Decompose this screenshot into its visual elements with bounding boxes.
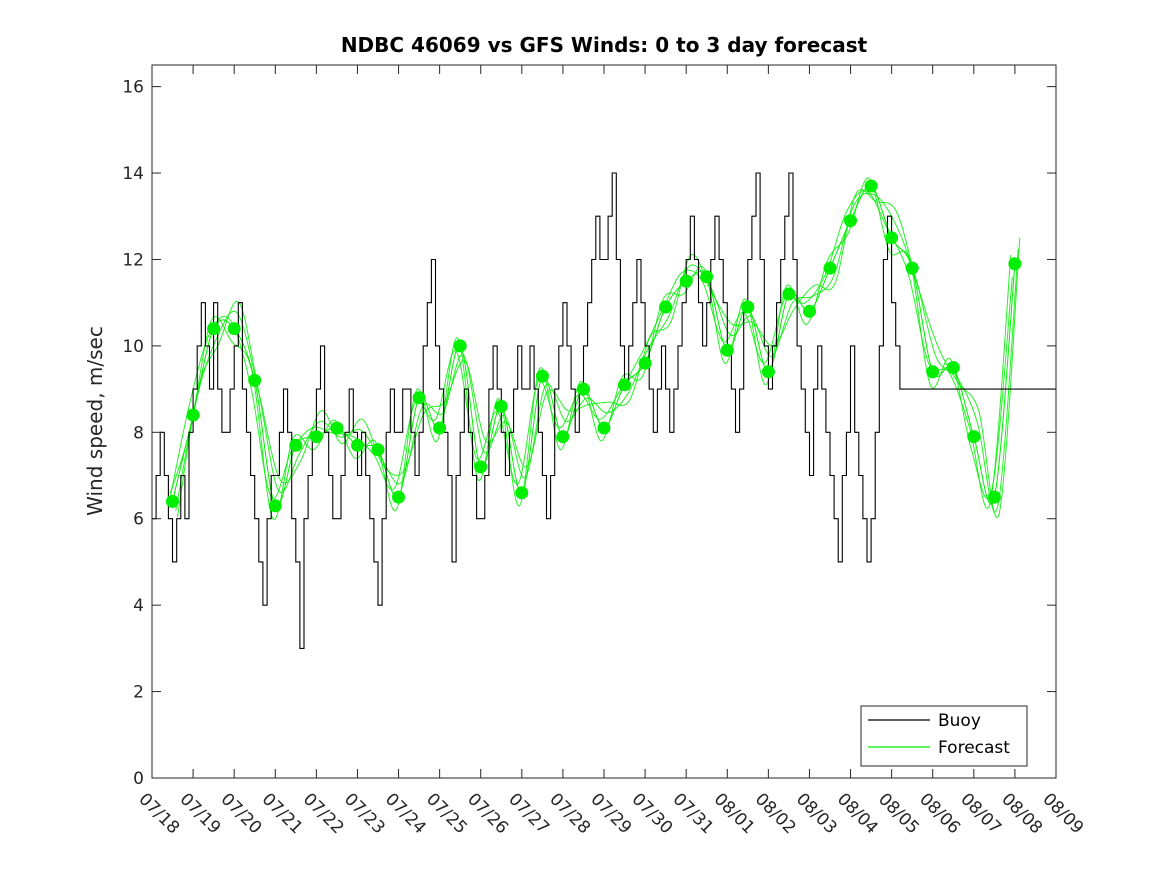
legend-buoy-label: Buoy	[938, 711, 981, 731]
forecast-point	[905, 261, 919, 275]
y-axis-ticks: 0 2 4 6 8 10 12 14 16	[122, 78, 1056, 789]
forecast-point	[207, 322, 221, 336]
forecast-point	[227, 322, 241, 336]
y-tick-label: 2	[133, 683, 144, 703]
forecast-point	[659, 300, 673, 314]
forecast-point	[330, 421, 344, 435]
legend-forecast-label: Forecast	[938, 738, 1010, 758]
forecast-point	[638, 356, 652, 370]
forecast-point	[803, 304, 816, 318]
forecast-markers	[166, 179, 1022, 513]
forecast-point	[412, 391, 426, 405]
buoy-line	[152, 172, 1056, 649]
forecast-point	[268, 499, 282, 513]
forecast-point	[1008, 257, 1022, 271]
y-tick-label: 12	[122, 250, 144, 270]
forecast-point	[926, 365, 940, 379]
forecast-point	[371, 443, 385, 457]
y-tick-label: 0	[133, 769, 144, 789]
y-axis-label: Wind speed, m/sec	[83, 326, 107, 516]
forecast-point	[967, 430, 981, 444]
forecast-point	[556, 430, 570, 444]
forecast-point	[597, 421, 611, 435]
forecast-point	[679, 274, 693, 288]
y-tick-label: 4	[133, 596, 144, 616]
forecast-point	[166, 494, 179, 508]
forecast-point	[618, 378, 631, 392]
y-tick-label: 8	[133, 423, 144, 443]
forecast-point	[987, 490, 1001, 504]
forecast-point	[309, 430, 323, 444]
forecast-point	[577, 382, 590, 396]
buoy-series-line	[152, 172, 1056, 649]
forecast-point	[515, 486, 529, 500]
chart-title: NDBC 46069 vs GFS Winds: 0 to 3 day fore…	[341, 33, 868, 57]
forecast-point	[351, 438, 364, 452]
forecast-point	[289, 438, 303, 452]
y-tick-label: 16	[122, 78, 144, 98]
forecast-point	[535, 369, 549, 383]
y-tick-label: 10	[122, 337, 144, 357]
forecast-point	[864, 179, 878, 193]
forecast-point	[453, 339, 467, 353]
forecast-point	[885, 231, 899, 245]
forecast-point	[494, 399, 508, 413]
forecast-point	[844, 214, 857, 228]
forecast-point	[741, 300, 755, 314]
forecast-point	[474, 460, 488, 474]
forecast-point	[186, 408, 200, 422]
forecast-series-line	[169, 177, 1013, 521]
forecast-point	[700, 270, 714, 284]
y-tick-label: 6	[133, 510, 144, 530]
forecast-point	[782, 287, 796, 301]
forecast-point	[761, 365, 775, 379]
forecast-point	[248, 373, 262, 387]
forecast-point	[392, 490, 405, 504]
forecast-point	[433, 421, 447, 435]
forecast-point	[823, 261, 837, 275]
legend: Buoy Forecast	[860, 705, 1028, 767]
forecast-point	[946, 361, 960, 374]
forecast-point	[720, 343, 734, 357]
legend-box	[860, 705, 1028, 767]
y-tick-label: 14	[122, 164, 144, 184]
